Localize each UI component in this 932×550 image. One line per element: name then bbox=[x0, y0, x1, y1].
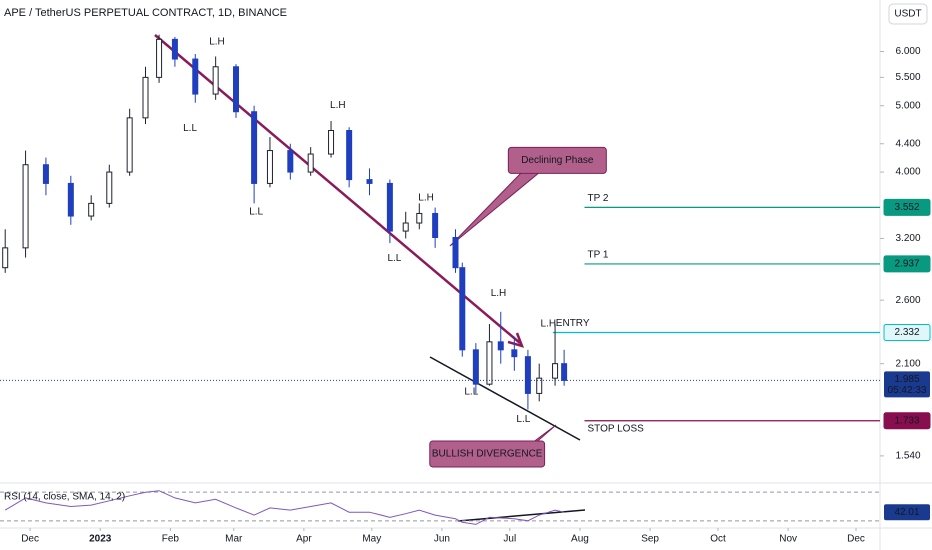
level-badge bbox=[883, 255, 931, 273]
x-tick-label: Mar bbox=[225, 534, 243, 545]
candle-body bbox=[346, 130, 353, 181]
candle-body bbox=[536, 377, 543, 394]
x-tick-label: Jul bbox=[503, 534, 516, 545]
countdown: 05:42:33 bbox=[888, 385, 927, 396]
callout-text: Declining Phase bbox=[521, 155, 594, 166]
rsi-badge bbox=[884, 504, 930, 521]
pattern-label: L.L bbox=[183, 123, 197, 134]
candle-body bbox=[22, 164, 29, 249]
candle-body bbox=[328, 130, 335, 155]
pattern-label: L.H bbox=[540, 319, 556, 330]
rsi-line bbox=[4, 490, 565, 525]
candle-body bbox=[251, 111, 258, 184]
candle-body bbox=[386, 182, 393, 232]
callout-box bbox=[429, 440, 546, 468]
y-tick-label: 3.200 bbox=[895, 233, 920, 244]
level-name: STOP LOSS bbox=[587, 423, 644, 434]
x-tick-label: Sep bbox=[641, 534, 659, 545]
level-badge bbox=[883, 412, 931, 430]
trendline-arrowhead bbox=[507, 332, 525, 348]
level-badge bbox=[883, 198, 931, 216]
candle-body bbox=[67, 182, 74, 217]
candle-body bbox=[156, 38, 163, 78]
level-name: TP 1 bbox=[587, 250, 608, 261]
candle-body bbox=[233, 66, 240, 113]
y-tick-label: 4.000 bbox=[895, 167, 920, 178]
candle-body bbox=[88, 202, 95, 217]
candle-body bbox=[192, 58, 199, 95]
candle-body bbox=[287, 150, 294, 173]
y-tick-label: 5.000 bbox=[895, 100, 920, 111]
pattern-label: L.H bbox=[209, 36, 225, 47]
candle-body bbox=[486, 341, 493, 385]
y-tick-label: 4.400 bbox=[895, 138, 920, 149]
pattern-label: L.H bbox=[491, 288, 507, 299]
candle-body bbox=[416, 212, 423, 224]
candle-body bbox=[2, 247, 9, 269]
pattern-label: L.L bbox=[249, 206, 263, 217]
level-badge-label: 3.552 bbox=[894, 202, 919, 213]
x-tick-label: Feb bbox=[162, 534, 180, 545]
x-tick-label: 2023 bbox=[89, 534, 112, 545]
level-name: TP 2 bbox=[587, 193, 608, 204]
pattern-label: L.L bbox=[464, 386, 478, 397]
candle-body bbox=[432, 212, 439, 238]
candle-body bbox=[452, 236, 459, 269]
rsi-value-label: 42.01 bbox=[894, 507, 919, 518]
x-tick-label: Dec bbox=[21, 534, 39, 545]
level-badge-label: 1.733 bbox=[894, 415, 919, 426]
candle-body bbox=[106, 171, 113, 204]
y-tick-label: 6.000 bbox=[895, 46, 920, 57]
candle-body bbox=[402, 222, 409, 232]
level-badge-label: 2.332 bbox=[894, 327, 919, 338]
pattern-label: L.H bbox=[330, 100, 346, 111]
candle-body bbox=[497, 341, 504, 351]
last-price-label: 1.985 bbox=[894, 374, 919, 385]
y-tick-label: 2.600 bbox=[895, 295, 920, 306]
x-tick-label: Aug bbox=[571, 534, 589, 545]
pattern-label: L.L bbox=[516, 414, 530, 425]
candle-body bbox=[459, 267, 466, 351]
candle-body bbox=[42, 164, 49, 184]
level-badge-label: 2.937 bbox=[894, 259, 919, 270]
candle-body bbox=[552, 363, 559, 379]
candle-body bbox=[126, 117, 133, 173]
y-tick-label: 5.500 bbox=[895, 72, 920, 83]
callout-text: BULLISH DIVERGENCE bbox=[432, 449, 543, 460]
candle-body bbox=[212, 66, 219, 95]
candle-body bbox=[366, 179, 373, 184]
x-tick-label: May bbox=[362, 534, 381, 545]
x-tick-label: Apr bbox=[296, 534, 312, 545]
candle-body bbox=[561, 363, 568, 381]
last-price-badge bbox=[884, 371, 930, 398]
x-tick-label: Oct bbox=[710, 534, 726, 545]
x-tick-label: Nov bbox=[779, 534, 797, 545]
y-tick-label: 2.100 bbox=[895, 358, 920, 369]
candle-body bbox=[524, 356, 531, 394]
level-name: ENTRY bbox=[556, 318, 590, 329]
x-tick-label: Jun bbox=[434, 534, 450, 545]
candle-body bbox=[171, 38, 178, 60]
currency-button[interactable] bbox=[888, 3, 928, 25]
candle-body bbox=[472, 349, 479, 385]
level-badge bbox=[883, 323, 931, 341]
candle-body bbox=[142, 76, 149, 119]
candle-body bbox=[307, 153, 314, 173]
candle-body bbox=[511, 349, 518, 358]
callout-box bbox=[507, 146, 607, 174]
chart-title: APE / TetherUS PERPETUAL CONTRACT, 1D, B… bbox=[4, 7, 287, 19]
x-tick-label: Dec bbox=[847, 534, 865, 545]
candle-body bbox=[266, 150, 273, 184]
pattern-label: L.L bbox=[387, 253, 401, 264]
currency-label: USDT bbox=[894, 9, 921, 20]
pattern-label: L.H bbox=[418, 192, 434, 203]
y-tick-label: 1.540 bbox=[895, 451, 920, 462]
rsi-label: RSI (14, close, SMA, 14, 2) bbox=[4, 492, 125, 503]
